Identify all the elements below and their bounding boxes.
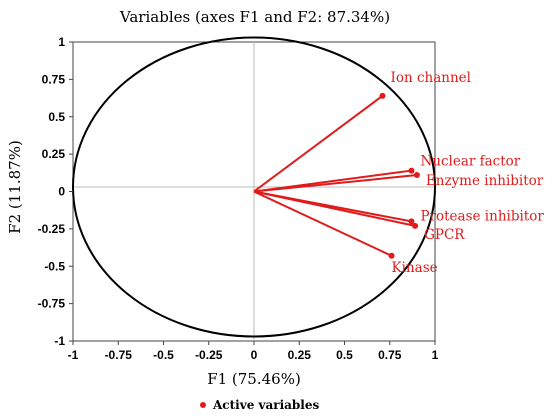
- y-axis-ticks: 1 0.75 0.5 0.25 0 -0.25 -0.5 -0.75 -1: [38, 35, 73, 348]
- variable-point: [379, 92, 386, 99]
- y-tick-label: 0.75: [42, 72, 66, 86]
- variable-label: Protease inhibitor: [420, 208, 544, 224]
- y-tick-label: -1: [54, 334, 65, 348]
- x-tick-label: -0.5: [153, 348, 174, 362]
- variable-point: [412, 222, 419, 229]
- x-tick-label: 0.75: [378, 348, 402, 362]
- vector-line: [253, 190, 392, 257]
- x-tick-label: -0.25: [195, 348, 223, 362]
- x-tick-label: 1: [432, 348, 439, 362]
- x-axis-title: F1 (75.46%): [207, 370, 301, 388]
- y-tick-label: 0.5: [48, 110, 65, 124]
- y-axis-title: F2 (11.87%): [6, 140, 24, 234]
- variable-label: GPCR: [424, 227, 465, 243]
- y-tick-label: -0.5: [44, 259, 65, 273]
- correlation-circle: [72, 36, 436, 338]
- variable-point: [408, 167, 415, 174]
- y-tick-label: 0.25: [42, 147, 66, 161]
- x-axis-ticks: -1 -0.75 -0.5 -0.25 0 0.25 0.5 0.75 1: [68, 341, 439, 362]
- variable-label: Ion channel: [391, 70, 471, 86]
- x-tick-label: 0.25: [288, 348, 312, 362]
- x-tick-label: -0.75: [105, 348, 133, 362]
- variable-vectors: [253, 92, 420, 259]
- variable-point: [413, 172, 420, 179]
- variable-labels: Ion channel Nuclear factor Enzyme inhibito…: [391, 70, 545, 276]
- variable-label: Kinase: [392, 260, 438, 276]
- x-tick-label: -1: [68, 348, 79, 362]
- y-tick-label: -0.25: [38, 222, 66, 236]
- variable-point: [388, 252, 395, 259]
- legend-label: Active variables: [212, 398, 319, 412]
- variable-label: Nuclear factor: [420, 154, 520, 170]
- variable-point: [408, 218, 415, 225]
- y-tick-label: -0.75: [38, 297, 66, 311]
- y-tick-label: 0: [58, 185, 65, 199]
- vector-line: [253, 174, 418, 193]
- x-tick-label: 0: [251, 348, 258, 362]
- chart-title: Variables (axes F1 and F2: 87.34%): [119, 8, 390, 26]
- y-tick-label: 1: [58, 35, 65, 49]
- vector-line: [253, 190, 416, 227]
- variable-label: Enzyme inhibitor: [426, 173, 544, 189]
- vector-line: [253, 95, 384, 193]
- legend-marker: [200, 402, 206, 408]
- x-tick-label: 0.5: [336, 348, 353, 362]
